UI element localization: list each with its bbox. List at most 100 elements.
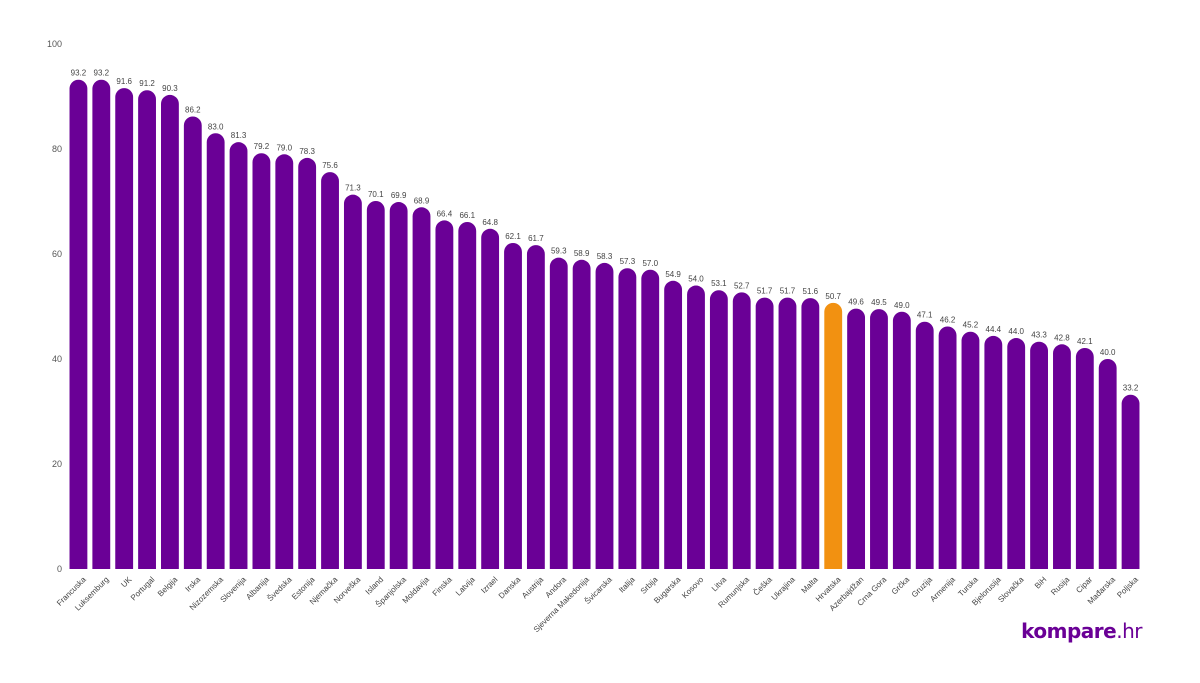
- data-label: 49.5: [871, 298, 887, 307]
- y-tick-label: 80: [52, 144, 62, 154]
- data-label: 57.0: [642, 259, 658, 268]
- data-label: 44.0: [1008, 327, 1024, 336]
- data-label: 78.3: [299, 147, 315, 156]
- bar: [229, 142, 248, 570]
- y-tick-label: 20: [52, 459, 62, 469]
- bar: [687, 285, 705, 569]
- x-tick-label: Austrija: [520, 575, 546, 601]
- bar: [984, 335, 1003, 569]
- x-tick-label: Irska: [184, 575, 203, 594]
- bar: [1121, 394, 1140, 569]
- x-tick-label: Armenija: [928, 575, 957, 604]
- bar: [1030, 341, 1048, 569]
- data-label: 79.0: [276, 143, 292, 152]
- bar: [938, 326, 957, 569]
- x-tick-label: Rusija: [1049, 575, 1071, 597]
- data-label: 69.9: [391, 191, 407, 200]
- data-label: 66.4: [437, 209, 453, 218]
- bar: [458, 221, 477, 569]
- bar: [1053, 344, 1071, 569]
- data-label: 91.2: [139, 79, 155, 88]
- bar: [549, 257, 568, 569]
- data-label: 43.3: [1031, 331, 1047, 340]
- data-label: 68.9: [414, 196, 430, 205]
- bar: [389, 202, 408, 569]
- bar: [115, 88, 134, 570]
- data-label: 53.1: [711, 279, 727, 288]
- bar: [1007, 338, 1026, 569]
- bar: [481, 228, 500, 570]
- data-label: 42.1: [1077, 337, 1093, 346]
- bar: [275, 154, 294, 569]
- data-label: 62.1: [505, 232, 521, 241]
- x-tick-label: BiH: [1033, 575, 1049, 591]
- x-tick-label: Poljska: [1115, 575, 1140, 600]
- data-label: 52.7: [734, 281, 750, 290]
- bar: [412, 207, 431, 569]
- data-label: 71.3: [345, 184, 361, 193]
- data-label: 54.9: [665, 270, 681, 279]
- x-tick-label: Italija: [617, 575, 637, 595]
- data-label: 61.7: [528, 234, 544, 243]
- bar: [595, 262, 614, 569]
- bar: [183, 116, 202, 569]
- data-label: 93.2: [94, 69, 110, 78]
- data-label: 51.7: [780, 287, 796, 296]
- bar: [892, 311, 911, 569]
- bar: [92, 79, 111, 569]
- bar: [504, 242, 522, 569]
- data-label: 58.9: [574, 249, 590, 258]
- y-tick-label: 40: [52, 354, 62, 364]
- bar: [69, 79, 88, 569]
- data-label: 79.2: [254, 142, 270, 151]
- bar: [161, 94, 179, 570]
- bar: [526, 245, 545, 569]
- x-tick-label: Litva: [710, 575, 729, 594]
- data-label: 45.2: [963, 321, 979, 330]
- x-tick-label: Slovačka: [996, 575, 1026, 605]
- bar: [801, 298, 820, 569]
- bar: [755, 297, 774, 569]
- data-label: 83.0: [208, 122, 224, 131]
- x-tick-label: Danska: [497, 575, 523, 601]
- bar: [664, 280, 683, 569]
- x-tick-label: Portugal: [129, 575, 157, 603]
- data-label: 66.1: [459, 211, 475, 220]
- bar: [915, 321, 934, 569]
- data-label: 59.3: [551, 247, 567, 256]
- data-label: 47.1: [917, 311, 933, 320]
- x-tick-label: Izrael: [479, 575, 499, 595]
- bar: [298, 157, 317, 570]
- bar: [709, 290, 728, 569]
- y-tick-label: 0: [57, 564, 62, 574]
- bar: [1075, 347, 1094, 569]
- bar: [847, 308, 866, 569]
- x-tick-label: Malta: [800, 575, 821, 596]
- y-tick-label: 100: [47, 39, 62, 49]
- data-label: 58.3: [597, 252, 613, 261]
- data-label: 42.8: [1054, 333, 1070, 342]
- value-labels: 93.2 93.2 91.6 91.2 90.3 86.2 83.0 81.3 79.2 79.0…: [71, 69, 1139, 393]
- x-tick-label: Island: [364, 575, 385, 596]
- data-label: 33.2: [1123, 384, 1139, 393]
- bar: [641, 269, 660, 569]
- bar: [206, 133, 225, 569]
- data-label: 49.0: [894, 301, 910, 310]
- bar: [732, 292, 751, 569]
- data-label: 44.4: [986, 325, 1002, 334]
- bar: [435, 220, 454, 569]
- bar: [138, 90, 156, 569]
- x-tick-label: Latvija: [454, 575, 477, 598]
- data-label: 90.3: [162, 84, 178, 93]
- bar: [824, 302, 843, 569]
- kompare-logo: kompare .hr: [1021, 619, 1142, 643]
- bar: [252, 153, 271, 569]
- x-tick-label: Kosovo: [680, 575, 706, 601]
- data-label: 93.2: [71, 69, 87, 78]
- y-tick-label: 60: [52, 249, 62, 259]
- data-label: 46.2: [940, 315, 956, 324]
- data-label: 57.3: [620, 257, 636, 266]
- bar: [321, 172, 339, 569]
